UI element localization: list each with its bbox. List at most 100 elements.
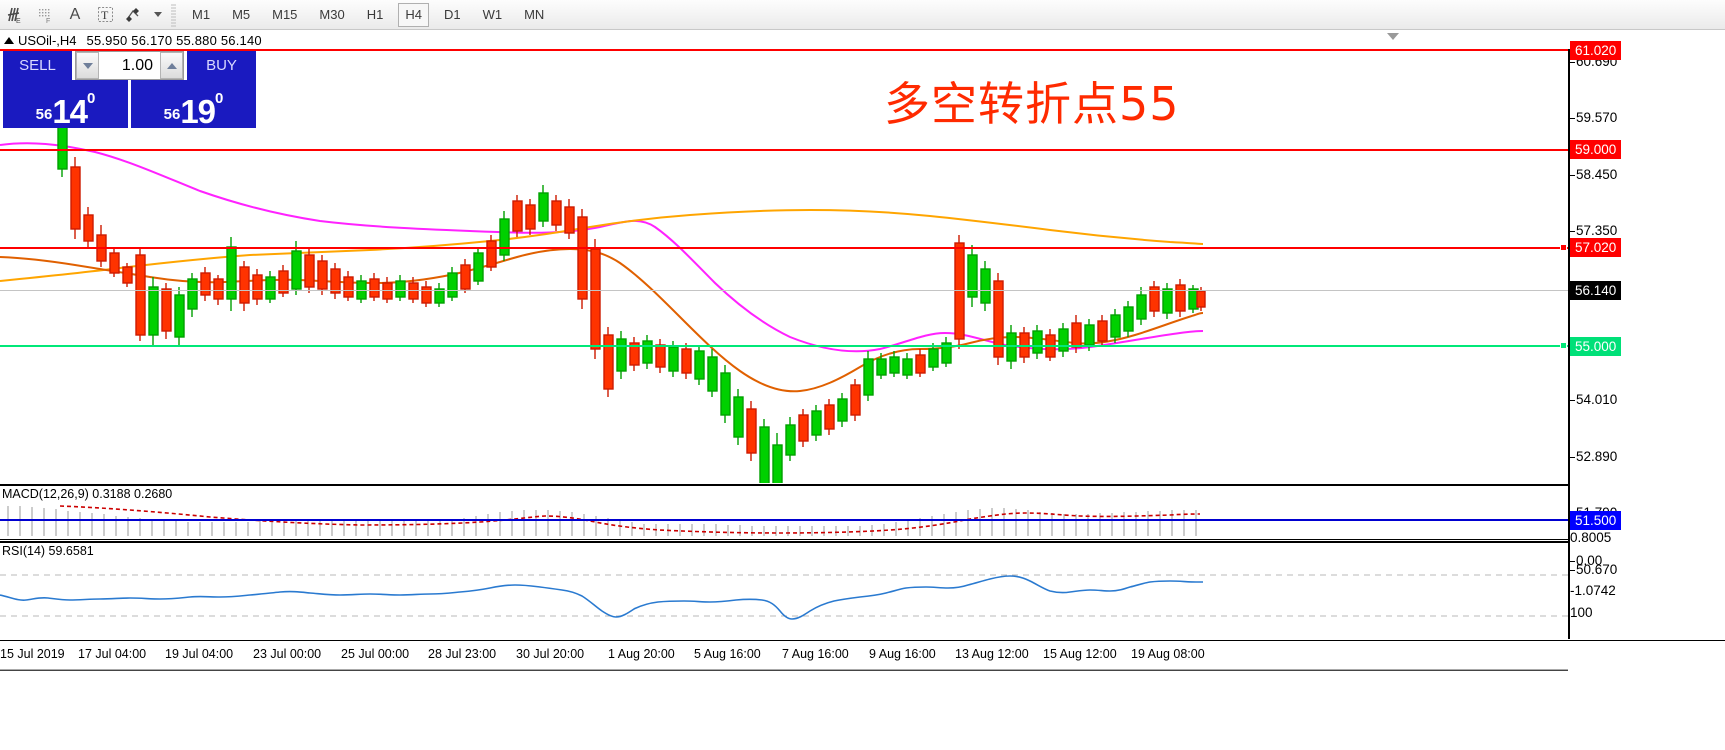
level-handle-57020[interactable] (1560, 244, 1567, 251)
timeframe-m1[interactable]: M1 (192, 7, 211, 22)
rsi-line (0, 575, 1203, 620)
level-label-61020[interactable]: 61.020 (1570, 41, 1622, 60)
spinner-down-icon (82, 62, 93, 69)
scale-tick: 57.350 (1570, 223, 1617, 238)
time-label: 23 Jul 00:00 (253, 647, 322, 661)
time-label: 28 Jul 23:00 (428, 647, 497, 661)
rsi-label: RSI(14) 59.6581 (2, 544, 94, 558)
scale-tick: 50.670 (1570, 562, 1617, 577)
scale-tick: 59.570 (1570, 110, 1617, 125)
time-label: 19 Jul 04:00 (165, 647, 234, 661)
level-line-55000[interactable] (0, 345, 1568, 347)
time-label: 19 Aug 08:00 (1131, 647, 1205, 661)
symbol-name: USOil-,H4 (18, 32, 77, 48)
timeframe-m30[interactable]: M30 (319, 7, 345, 22)
spinner-up-icon (166, 62, 177, 69)
one-click-trading-panel: SELL 1.00 BUY 56 14 0 56 19 0 (3, 51, 256, 128)
timeframe-m5[interactable]: M5 (232, 7, 251, 22)
level-label-57020[interactable]: 57.020 (1570, 238, 1622, 257)
timeframe-h1[interactable]: H1 (366, 7, 384, 22)
sell-price-integer: 56 (35, 106, 53, 123)
macd-signal-line (59, 505, 1201, 534)
time-label: 1 Aug 20:00 (608, 647, 675, 661)
time-label: 5 Aug 16:00 (694, 647, 761, 661)
oct-controls-row: SELL 1.00 BUY (3, 51, 256, 80)
scale-tick: 52.890 (1570, 449, 1617, 464)
level-line-61020[interactable] (0, 49, 1568, 51)
chart-annotation-text[interactable]: 多空转折点55 (884, 77, 1180, 131)
volume-decrease-button[interactable] (76, 52, 99, 79)
macd-indicator-pane[interactable]: MACD(12,26,9) 0.3188 0.2680 (0, 484, 1568, 540)
price-chart-pane[interactable] (0, 49, 1568, 483)
time-label: 9 Aug 16:00 (869, 647, 936, 661)
collapse-triangle-icon[interactable] (4, 36, 14, 44)
current-price-label: 56.140 (1570, 281, 1622, 300)
ma-orange-line (0, 208, 1204, 282)
time-label: 15 Jul 2019 (0, 647, 65, 661)
level-line-59000[interactable] (0, 149, 1568, 151)
rsi-canvas (0, 574, 1568, 620)
macd-scale-tick: 0.8005 (1570, 530, 1612, 545)
symbol-ohlc: 55.950 56.170 55.880 56.140 (86, 32, 262, 48)
time-label: 15 Aug 12:00 (1043, 647, 1117, 661)
rsi-indicator-pane[interactable]: RSI(14) 59.6581 (0, 541, 1568, 639)
scale-tick: 58.450 (1570, 167, 1617, 182)
timeframe-d1[interactable]: D1 (443, 7, 461, 22)
buy-price-integer: 56 (163, 106, 181, 123)
time-label: 30 Jul 20:00 (516, 647, 585, 661)
chart-grid-icon[interactable]: F (30, 1, 60, 29)
time-label: 7 Aug 16:00 (782, 647, 849, 661)
oct-prices-row: 56 14 0 56 19 0 (3, 80, 256, 128)
buy-price-main: 19 (180, 93, 216, 130)
svg-text:T: T (101, 8, 109, 22)
indicators-icon[interactable]: E (0, 1, 30, 29)
sell-price-display[interactable]: 56 14 0 (3, 80, 128, 128)
symbol-info-bar: USOil-,H4 55.950 56.170 55.880 56.140 (0, 31, 1725, 49)
volume-input[interactable]: 1.00 (99, 52, 160, 79)
buy-price-point: 0 (215, 90, 224, 107)
time-label: 13 Aug 12:00 (955, 647, 1029, 661)
level-label-51500[interactable]: 51.500 (1570, 511, 1622, 530)
ma-magenta-line (0, 142, 1204, 353)
rsi-scale-tick: 100 (1570, 605, 1593, 620)
window-dropdown-caret-icon[interactable] (1387, 33, 1399, 40)
level-label-55000[interactable]: 55.000 (1570, 337, 1622, 356)
price-scale[interactable]: 60.690 59.570 58.450 57.350 55.110 54.01… (1568, 41, 1725, 662)
macd-label: MACD(12,26,9) 0.3188 0.2680 (2, 487, 173, 501)
macd-scale-tick: 0.00 (1570, 553, 1602, 568)
buy-price-display[interactable]: 56 19 0 (131, 80, 256, 128)
toolbar-separator (169, 2, 178, 27)
level-handle-55000[interactable] (1560, 342, 1567, 349)
scale-tick: 54.010 (1570, 392, 1617, 407)
level-label-59000[interactable]: 59.000 (1570, 140, 1622, 159)
macd-canvas (7, 505, 1201, 536)
time-label: 25 Jul 00:00 (341, 647, 410, 661)
candlestick-series (57, 111, 1206, 483)
timeframe-mn[interactable]: MN (524, 7, 545, 22)
timeframe-h4[interactable]: H4 (398, 2, 429, 27)
svg-text:E: E (16, 18, 21, 24)
timeframe-m15[interactable]: M15 (272, 7, 298, 22)
time-axis-frame (0, 670, 1568, 671)
current-price-line (0, 290, 1568, 291)
objects-dropdown-caret-icon[interactable] (150, 1, 166, 29)
sell-price-point: 0 (87, 90, 96, 107)
volume-stepper[interactable]: 1.00 (75, 51, 184, 80)
level-line-57020[interactable] (0, 247, 1568, 249)
buy-button[interactable]: BUY (187, 51, 256, 80)
text-tool-icon[interactable]: A (69, 5, 81, 23)
time-axis-rule (0, 669, 1568, 670)
macd-histogram (7, 506, 1197, 536)
sell-button[interactable]: SELL (3, 51, 72, 80)
price-chart-canvas (0, 111, 1206, 483)
timeframe-w1[interactable]: W1 (482, 7, 503, 22)
time-axis[interactable]: 15 Jul 2019 17 Jul 04:00 19 Jul 04:00 23… (0, 640, 1725, 750)
level-line-51500[interactable] (0, 519, 1568, 521)
chart-toolbar: E F A T (0, 0, 1725, 30)
volume-increase-button[interactable] (160, 52, 183, 79)
time-label: 17 Jul 04:00 (78, 647, 147, 661)
macd-scale-tick: -1.0742 (1570, 583, 1616, 598)
text-label-icon[interactable]: T (90, 1, 120, 29)
objects-icon[interactable] (120, 1, 150, 29)
